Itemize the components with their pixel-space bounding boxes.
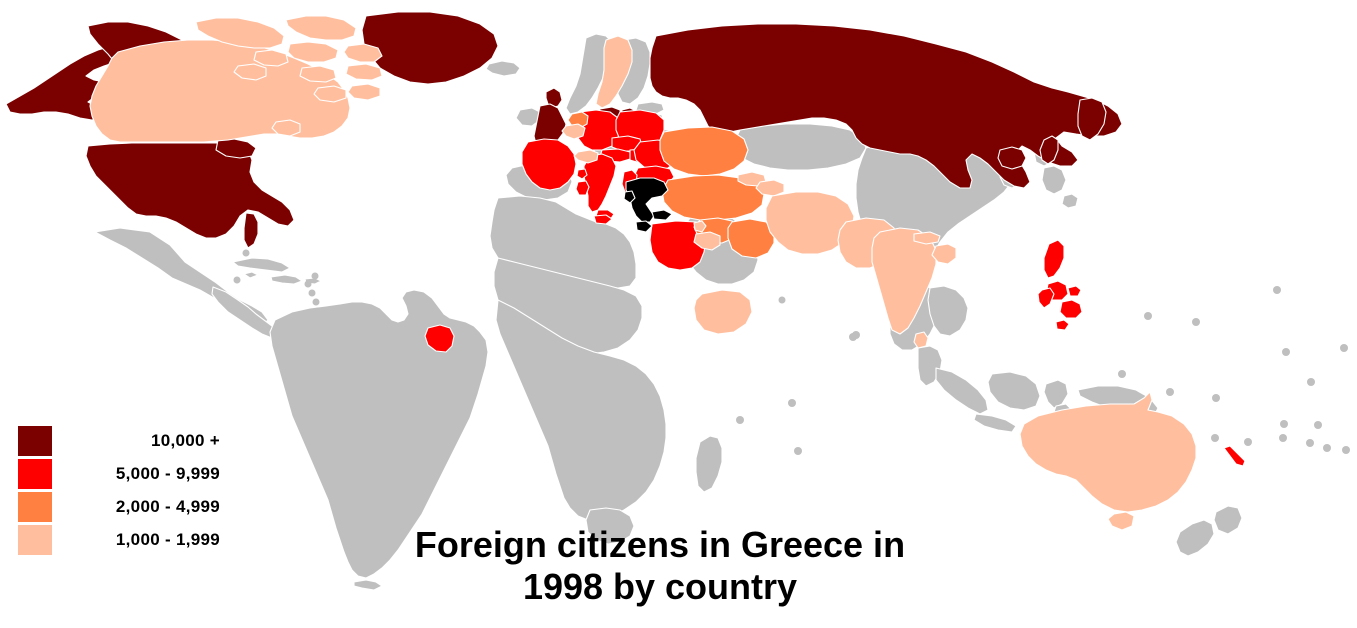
legend-label-2000-4999: 2,000 - 4,999 xyxy=(115,496,220,516)
legend-swatch-2000-4999 xyxy=(18,491,52,522)
subject-country-greece xyxy=(623,177,673,233)
legend-swatch-1000-1999 xyxy=(18,524,52,555)
legend-row: 1,000 - 1,999 xyxy=(18,523,228,556)
legend-label-10000-plus: 10,000 + xyxy=(150,430,220,450)
legend-swatch-10000-plus xyxy=(18,425,52,456)
legend-row: 10,000 + xyxy=(18,424,228,457)
map-title: Foreign citizens in Greece in 1998 by co… xyxy=(330,524,990,608)
tier-2000-4999-countries xyxy=(567,111,775,259)
legend-row: 2,000 - 4,999 xyxy=(18,490,228,523)
legend-label-5000-9999: 5,000 - 9,999 xyxy=(115,463,220,483)
tier-5000-9999-countries xyxy=(424,109,1246,467)
legend-row: 5,000 - 9,999 xyxy=(18,457,228,490)
map-title-line-2: 1998 by country xyxy=(522,565,798,607)
map-title-line-1: Foreign citizens in Greece in xyxy=(414,524,906,565)
map-legend: 10,000 + 5,000 - 9,999 2,000 - 4,999 1,0… xyxy=(18,424,228,556)
legend-swatch-5000-9999 xyxy=(18,458,52,489)
legend-label-1000-1999: 1,000 - 1,999 xyxy=(115,529,220,549)
tier-1000-1999-countries xyxy=(89,15,1197,531)
